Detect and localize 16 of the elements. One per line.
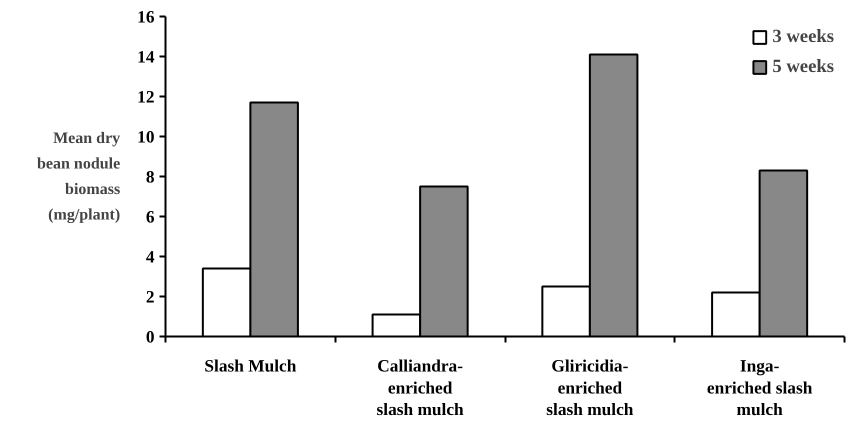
y-tick-label: 10 [137, 128, 154, 146]
y-tick-label: 12 [137, 88, 154, 106]
y-tick-label: 8 [146, 168, 155, 186]
y-axis-title: Mean dry bean nodule biomass (mg/plant) [37, 130, 120, 224]
x-tick-label: Slash Mulch [204, 356, 297, 376]
y-tick-label: 4 [146, 248, 155, 266]
y-tick-label: 16 [137, 8, 155, 26]
y-tick-label: 2 [146, 288, 155, 306]
legend-label: 5 weeks [772, 56, 834, 78]
x-tick-label: Inga- enriched slash mulch [706, 356, 813, 420]
y-tick-label: 14 [137, 48, 155, 66]
y-tick-label: 6 [146, 208, 155, 226]
x-tick-label: Gliricidia- enriched slash mulch [546, 356, 634, 420]
legend-label: 3 weeks [772, 26, 834, 48]
x-tick-label: Calliandra- enriched slash mulch [376, 356, 464, 420]
y-tick-label: 0 [146, 328, 155, 346]
